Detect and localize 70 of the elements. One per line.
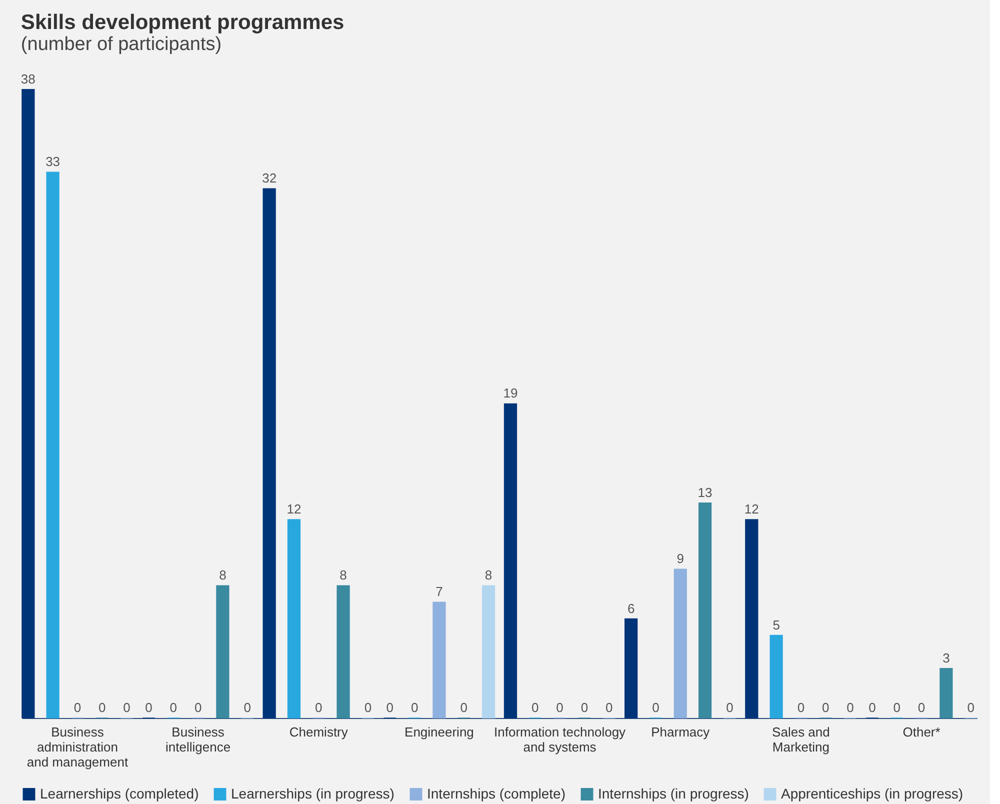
bar [262,188,276,718]
data-label: 12 [286,502,302,517]
data-label: 0 [822,700,830,715]
data-label: 8 [219,568,226,583]
data-label: 0 [145,700,152,715]
legend-label: Apprenticeships (in progress) [781,785,964,802]
data-label: 0 [580,700,588,715]
bar [940,668,953,718]
data-label: 33 [46,154,60,170]
bar [770,634,783,718]
legend-label: Learnerships (in progress) [231,785,394,802]
chart-title: Skills development programmes [20,11,344,34]
data-label: 38 [20,71,36,86]
data-label: 0 [605,700,613,715]
x-tick-label: Sales and Marketing [772,724,830,754]
data-label: 0 [556,700,564,715]
data-label: 0 [194,700,202,715]
data-label: 0 [123,700,130,715]
data-label: 0 [967,700,974,715]
data-label: 13 [698,484,712,500]
data-label: 0 [460,700,468,715]
data-label: 8 [340,568,347,583]
x-tick-label: Business intelligence [166,724,231,754]
data-label: 0 [98,700,106,715]
data-label: 32 [262,170,277,186]
bar [624,618,638,718]
legend-label: Learnerships (completed) [40,785,199,802]
x-tick-label: Information technology and systems [494,724,626,754]
data-label: 12 [744,502,759,517]
data-label: 3 [942,650,950,666]
data-label: 0 [893,700,900,715]
data-label: 0 [797,700,805,715]
x-tick-label: Business administration and management [26,724,128,770]
data-label: 0 [74,700,82,715]
data-label: 0 [868,700,876,715]
data-label: 0 [652,700,660,715]
x-tick-label: Other* [902,724,940,740]
data-label: 9 [676,551,684,566]
bar [482,585,496,718]
bar [504,403,518,718]
bar [46,172,60,718]
data-label: 0 [918,700,926,715]
bar [287,519,301,718]
data-label: 8 [484,568,492,583]
bar [216,585,230,718]
bar [432,602,446,718]
data-label: 0 [532,700,539,715]
chart-subtitle: (number of participants) [20,34,222,55]
bar [745,519,758,718]
bar [22,89,35,718]
data-label: 0 [170,700,178,715]
data-label: 19 [503,386,518,401]
legend-label: Internships (complete) [427,785,566,802]
data-label: 0 [364,700,372,715]
x-tick-label: Chemistry [289,724,348,740]
data-label: 0 [315,700,322,715]
data-label: 0 [846,700,854,715]
data-label: 0 [386,700,394,715]
legend-label: Internships (in progress) [598,785,749,802]
x-tick-label: Pharmacy [651,724,710,740]
data-label: 0 [726,700,734,715]
bar [336,585,350,718]
data-label: 0 [410,700,418,715]
data-label: 0 [244,700,251,715]
data-label: 7 [436,584,443,600]
data-label: 6 [627,600,635,616]
data-label: 5 [772,617,780,632]
x-tick-label: Engineering [404,724,474,740]
bar [674,568,687,718]
bar [698,502,712,718]
